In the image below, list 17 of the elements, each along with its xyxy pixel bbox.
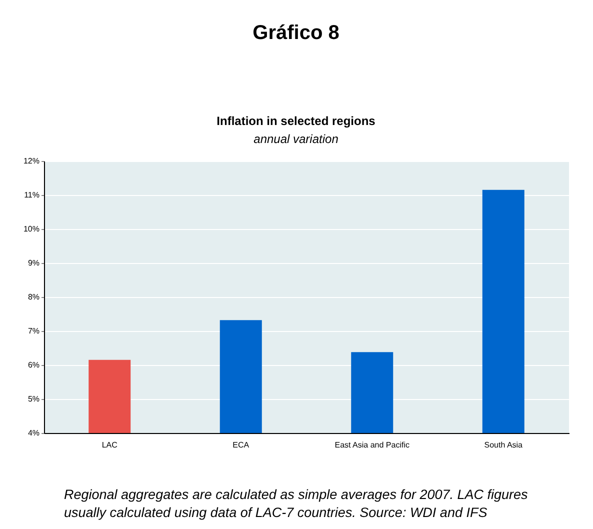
y-tick-label: 7% (28, 326, 40, 336)
text: Gráfico 8 (252, 22, 340, 44)
chart-title: Inflation in selected regions (216, 114, 376, 128)
y-tick-label: 8% (28, 292, 40, 302)
y-tick-label: 6% (28, 360, 40, 370)
y-tick-label: 9% (28, 258, 40, 268)
text: Regional aggregates are calculated as simple averages for 2007. LAC figures usually calculated using data of LAC-7 countries. Source: WDI and IFS (64, 487, 528, 520)
y-tick-label: 11% (24, 190, 40, 200)
x-tick-label: East Asia and Pacific (334, 440, 410, 450)
y-tick-label: 10% (23, 224, 40, 234)
chart-subtitle: annual variation (254, 132, 339, 146)
x-tick-label: South Asia (484, 440, 524, 450)
y-tick-label: 5% (28, 394, 40, 404)
y-tick-label: 12% (23, 156, 40, 166)
x-tick-label: LAC (102, 440, 118, 450)
y-tick-label: 4% (28, 428, 40, 438)
x-tick-label: ECA (232, 440, 250, 450)
